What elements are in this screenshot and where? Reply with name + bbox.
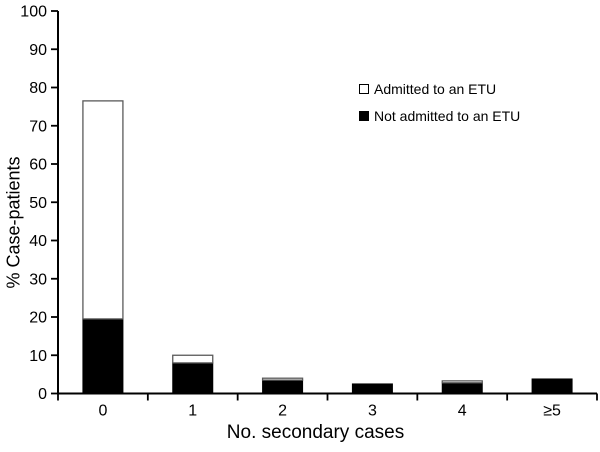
axis-tick-labels: 0 10 20 30 40 50 60 70 80 90 100 0 1 2 3 4 ≥5 bbox=[20, 4, 561, 420]
y-tick-label: 60 bbox=[29, 157, 47, 174]
legend-item-admitted: Admitted to an ETU bbox=[359, 81, 520, 97]
legend-item-not-admitted: Not admitted to an ETU bbox=[359, 108, 520, 124]
y-tick-label: 100 bbox=[20, 4, 47, 21]
y-tick-label: 50 bbox=[29, 195, 47, 212]
x-category-label: 3 bbox=[368, 403, 377, 420]
bar-segment-not-admitted bbox=[262, 379, 304, 394]
white-square-swatch-icon bbox=[359, 84, 369, 94]
axis-ticks bbox=[51, 10, 598, 401]
bar-segment-admitted bbox=[82, 100, 124, 320]
bar-segment-not-admitted bbox=[82, 318, 124, 395]
x-category-label: 2 bbox=[278, 403, 287, 420]
y-tick-label: 30 bbox=[29, 271, 47, 288]
y-tick-label: 40 bbox=[29, 233, 47, 250]
bar-segment-admitted bbox=[441, 380, 483, 384]
x-axis-title: No. secondary cases bbox=[226, 422, 405, 443]
bar-segment-not-admitted bbox=[351, 383, 393, 394]
bar-segment-not-admitted bbox=[172, 362, 214, 394]
bar-segment-admitted bbox=[261, 377, 304, 381]
y-tick-label: 80 bbox=[29, 80, 47, 97]
bar-segment-not-admitted bbox=[441, 382, 483, 395]
y-tick-label: 20 bbox=[29, 310, 47, 327]
axes bbox=[57, 11, 597, 395]
legend: Admitted to an ETU Not admitted to an ET… bbox=[359, 81, 520, 124]
bar-segment-not-admitted bbox=[531, 378, 573, 394]
y-tick-label: 10 bbox=[29, 348, 47, 365]
y-tick-label: 70 bbox=[29, 118, 47, 135]
y-axis-title: % Case-patients bbox=[3, 156, 24, 289]
bar-series bbox=[82, 100, 573, 395]
legend-label-not-admitted: Not admitted to an ETU bbox=[374, 108, 521, 124]
black-square-swatch-icon bbox=[359, 111, 369, 121]
bar-segment-admitted bbox=[172, 354, 214, 364]
y-tick-label: 90 bbox=[29, 42, 47, 59]
x-category-label: 1 bbox=[188, 403, 197, 420]
x-category-label: 0 bbox=[98, 403, 107, 420]
y-tick-label: 0 bbox=[38, 386, 47, 403]
legend-label-admitted: Admitted to an ETU bbox=[374, 81, 497, 97]
x-category-label: ≥5 bbox=[543, 403, 561, 420]
x-category-label: 4 bbox=[458, 403, 467, 420]
